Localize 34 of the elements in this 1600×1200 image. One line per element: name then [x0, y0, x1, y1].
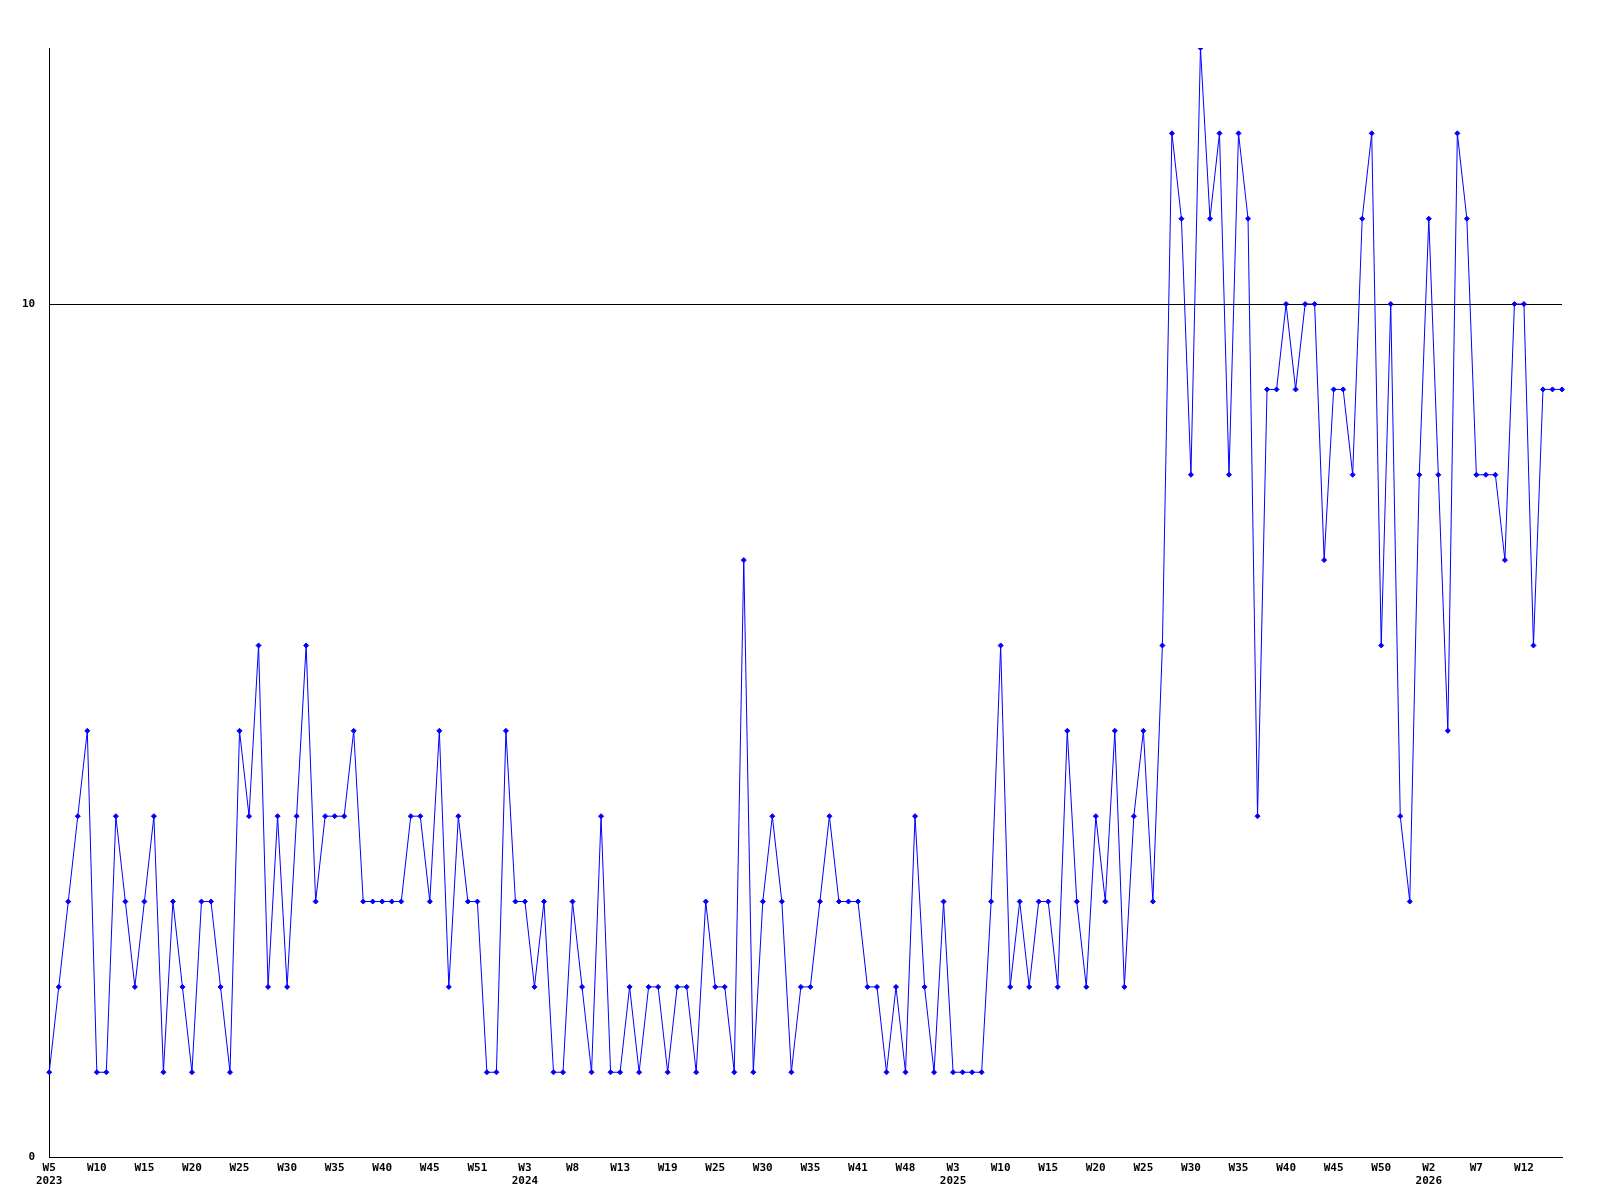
x-tick-label: W25	[705, 1161, 726, 1175]
x-tick-label: W25	[229, 1161, 250, 1175]
x-tick-label: W30	[1181, 1161, 1201, 1175]
x-tick-label: W25	[1133, 1161, 1154, 1175]
x-tick-label: W50	[1371, 1161, 1392, 1175]
y-tick-label: 10	[22, 296, 36, 310]
x-tick-label: W3 2024	[511, 1161, 539, 1188]
x-tick-label: W15	[134, 1161, 155, 1175]
x-tick-label: W30	[277, 1161, 298, 1175]
x-tick-label: W2 2026	[1415, 1161, 1443, 1188]
x-tick-label: W48	[895, 1161, 916, 1175]
x-tick-label: W20	[182, 1161, 202, 1175]
x-tick-label: W13	[610, 1161, 631, 1175]
x-tick-label: W12	[1514, 1161, 1534, 1175]
x-tick-label: W30	[752, 1161, 773, 1175]
x-tick-label: W7	[1469, 1161, 1483, 1175]
x-tick-label: W10	[86, 1161, 107, 1175]
x-tick-label: W35	[324, 1161, 345, 1175]
x-tick-label: W40	[1276, 1161, 1297, 1175]
x-tick-label: W35	[800, 1161, 821, 1175]
x-tick-label: W45	[1323, 1161, 1344, 1175]
x-tick-label: W3 2025	[939, 1161, 967, 1188]
x-tick-label: W5 2023	[36, 1161, 63, 1188]
x-tick-label: W35	[1228, 1161, 1249, 1175]
x-tick-label: W8	[565, 1161, 580, 1175]
x-tick-label: W19	[657, 1161, 678, 1175]
x-tick-label: W41	[848, 1161, 869, 1175]
y-tick-label: 0	[28, 1150, 36, 1164]
x-tick-label: W51	[467, 1161, 488, 1175]
x-tick-label: W15	[1038, 1161, 1059, 1175]
x-tick-label: W40	[372, 1161, 393, 1175]
x-tick-label: W20	[1085, 1161, 1106, 1175]
x-tick-label: W45	[419, 1161, 440, 1175]
x-tick-label: W10	[990, 1161, 1011, 1175]
